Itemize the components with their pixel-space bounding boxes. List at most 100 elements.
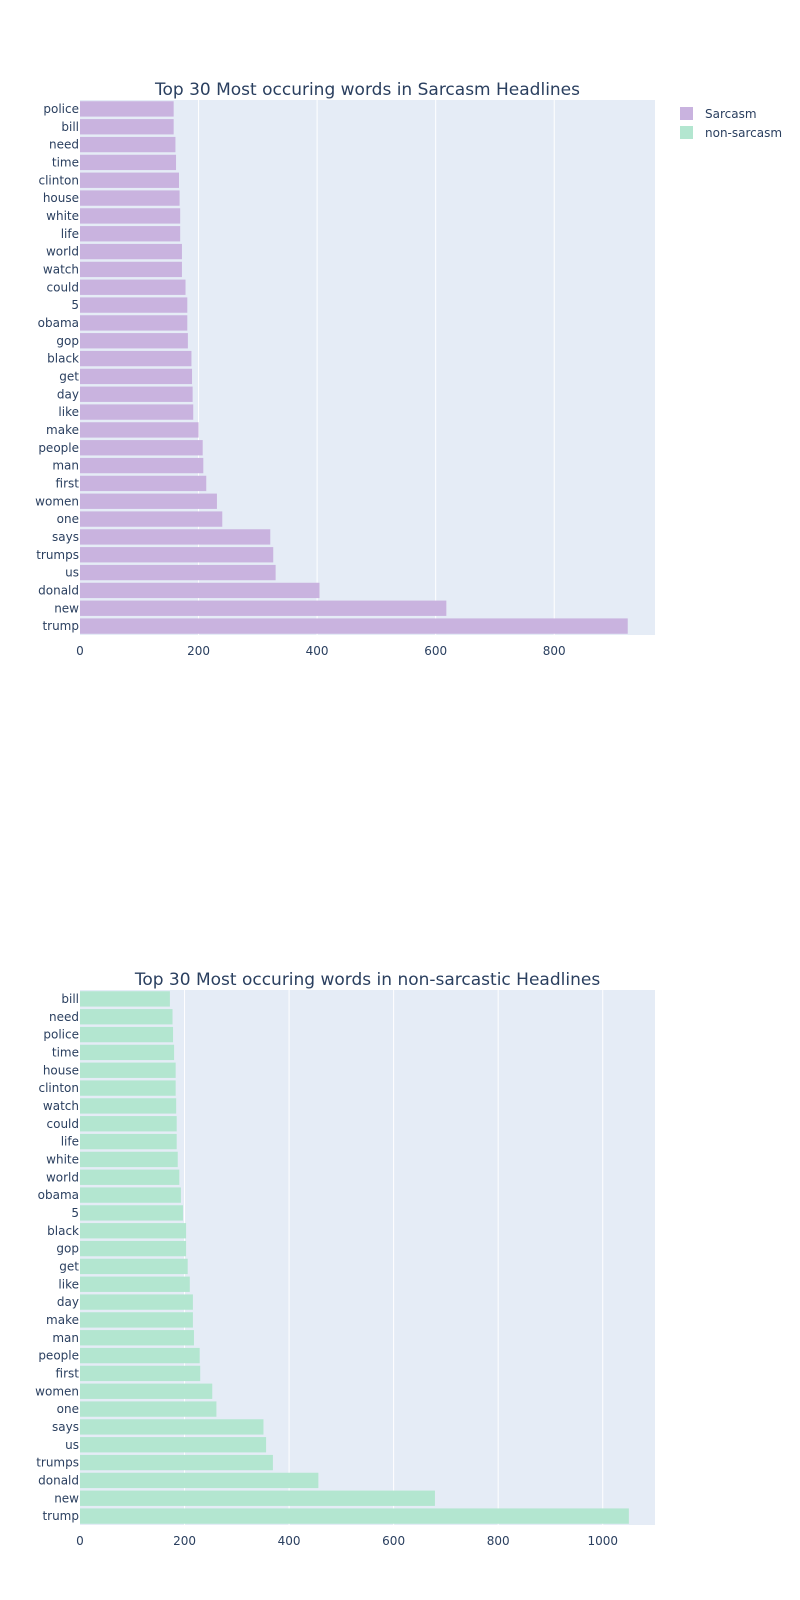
bar-could[interactable] (80, 1116, 177, 1132)
bar-watch[interactable] (80, 261, 182, 278)
bar-time[interactable] (80, 154, 177, 171)
y-tick-label: could (47, 280, 80, 294)
bar-day[interactable] (80, 1294, 193, 1310)
bar-women[interactable] (80, 1383, 213, 1399)
bar-trumps[interactable] (80, 547, 274, 563)
bar-trump[interactable] (80, 618, 628, 634)
y-tick-label: police (43, 102, 79, 116)
y-tick-label: police (43, 1028, 79, 1042)
bar-like[interactable] (80, 1276, 190, 1292)
y-tick-label: trumps (36, 548, 79, 562)
bar-house[interactable] (80, 1062, 176, 1078)
bar-people[interactable] (80, 440, 203, 456)
bar-obama[interactable] (80, 315, 188, 331)
bar-gop[interactable] (80, 333, 188, 349)
y-tick-label: day (57, 387, 79, 401)
bar-5[interactable] (80, 1205, 183, 1221)
y-tick-label: man (52, 1331, 79, 1345)
x-tick-label: 600 (382, 1534, 405, 1548)
y-tick-label: black (47, 352, 79, 366)
bar-one[interactable] (80, 511, 223, 527)
y-tick-label: world (46, 245, 79, 259)
bar-watch[interactable] (80, 1098, 177, 1114)
bar-black[interactable] (80, 350, 192, 367)
bar-make[interactable] (80, 1312, 193, 1328)
legend-swatch-sarcasm[interactable] (680, 107, 693, 120)
bar-life[interactable] (80, 1133, 177, 1150)
bar-house[interactable] (80, 190, 180, 206)
bar-need[interactable] (80, 136, 176, 153)
bar-women[interactable] (80, 493, 217, 509)
x-tick-label: 0 (76, 1534, 84, 1548)
bar-clinton[interactable] (80, 172, 179, 188)
y-tick-label: us (65, 1438, 79, 1452)
legend[interactable]: Sarcasm non-sarcasm (680, 107, 782, 140)
bar-donald[interactable] (80, 1472, 319, 1489)
y-tick-label: get (59, 369, 79, 383)
y-tick-label: watch (43, 1099, 79, 1113)
bar-donald[interactable] (80, 582, 320, 599)
bar-trumps[interactable] (80, 1454, 273, 1471)
bar-gop[interactable] (80, 1240, 187, 1257)
bar-bill[interactable] (80, 119, 174, 135)
bar-day[interactable] (80, 386, 193, 402)
bar-need[interactable] (80, 1009, 173, 1025)
bar-says[interactable] (80, 529, 271, 545)
y-tick-label: one (57, 1402, 79, 1416)
y-tick-label: says (52, 1420, 79, 1434)
legend-label-sarcasm[interactable]: Sarcasm (705, 107, 757, 121)
bar-like[interactable] (80, 404, 194, 420)
bar-first[interactable] (80, 475, 207, 492)
chart-title: Top 30 Most occuring words in non-sarcas… (134, 970, 600, 990)
x-tick-label: 400 (306, 644, 329, 658)
legend-label-non-sarcasm[interactable]: non-sarcasm (705, 126, 782, 140)
bar-people[interactable] (80, 1347, 200, 1364)
bar-new[interactable] (80, 600, 447, 616)
bar-one[interactable] (80, 1401, 217, 1417)
y-tick-label: house (43, 1063, 79, 1077)
y-tick-label: donald (38, 583, 79, 597)
bar-trump[interactable] (80, 1508, 629, 1524)
y-tick-label: time (52, 155, 79, 169)
bar-get[interactable] (80, 368, 193, 385)
bar-man[interactable] (80, 1330, 194, 1346)
legend-swatch-non-sarcasm[interactable] (680, 126, 693, 139)
y-tick-label: bill (61, 120, 79, 134)
y-tick-label: first (56, 1366, 80, 1380)
y-tick-label: man (52, 459, 79, 473)
bar-world[interactable] (80, 1169, 180, 1185)
bar-world[interactable] (80, 243, 182, 260)
x-tick-label: 0 (76, 644, 84, 658)
y-tick-label: make (46, 1313, 79, 1327)
bar-new[interactable] (80, 1490, 435, 1506)
bar-bill[interactable] (80, 991, 170, 1007)
bar-says[interactable] (80, 1419, 264, 1435)
bar-time[interactable] (80, 1044, 175, 1061)
bar-obama[interactable] (80, 1187, 181, 1203)
non-sarcasm-chart: 0 200 400 600 800 1000 bill need police time house… (35, 970, 655, 1548)
x-tick-label: 1000 (587, 1534, 618, 1548)
bar-make[interactable] (80, 422, 199, 438)
y-tick-label: donald (38, 1473, 79, 1487)
x-tick-label: 400 (278, 1534, 301, 1548)
bar-first[interactable] (80, 1365, 201, 1382)
y-tick-label: time (52, 1045, 79, 1059)
x-tick-label: 800 (487, 1534, 510, 1548)
y-tick-label: life (61, 227, 79, 241)
bar-man[interactable] (80, 457, 204, 474)
bar-white[interactable] (80, 208, 181, 224)
bar-clinton[interactable] (80, 1080, 176, 1096)
bar-police[interactable] (80, 1026, 174, 1043)
bar-us[interactable] (80, 1437, 267, 1453)
y-tick-label: gop (56, 1242, 79, 1256)
bar-black[interactable] (80, 1223, 187, 1239)
y-tick-label: women (35, 1384, 79, 1398)
bar-us[interactable] (80, 564, 276, 581)
y-tick-label: house (43, 191, 79, 205)
bar-life[interactable] (80, 226, 181, 242)
bar-police[interactable] (80, 101, 174, 117)
bar-could[interactable] (80, 279, 186, 295)
bar-get[interactable] (80, 1258, 188, 1275)
bar-5[interactable] (80, 297, 188, 313)
bar-white[interactable] (80, 1151, 178, 1168)
